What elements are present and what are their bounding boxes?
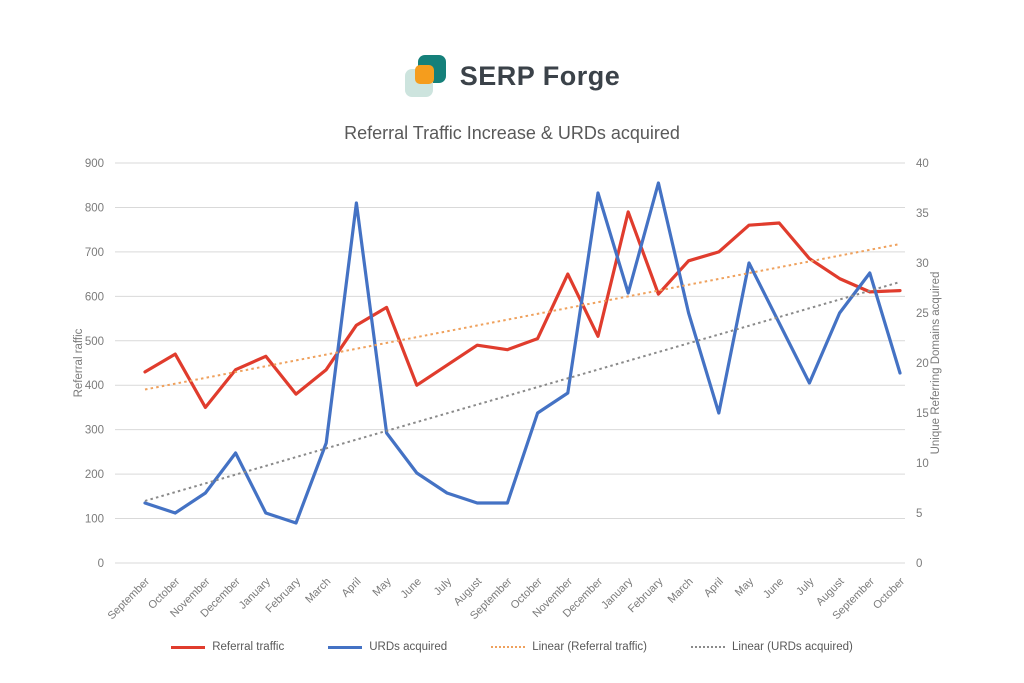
legend-label: Linear (URDs acquired) xyxy=(732,641,853,653)
legend-swatch-urds-acquired xyxy=(328,645,363,649)
series-line-referral-traffic xyxy=(143,210,902,409)
left-axis-tick: 200 xyxy=(85,469,104,481)
left-axis-tick: 700 xyxy=(85,247,104,259)
logo: SERP Forge xyxy=(0,54,1024,98)
series-line-linear-urds-acquired xyxy=(144,281,901,502)
right-axis-tick: 30 xyxy=(916,258,929,270)
legend-item-linear-urds-acquired: Linear (URDs acquired) xyxy=(691,641,853,653)
legend-swatch-linear-referral-traffic xyxy=(491,646,526,648)
right-axis-tick: 20 xyxy=(916,358,929,370)
right-axis-tick: 35 xyxy=(916,208,929,220)
legend-item-urds-acquired: URDs acquired xyxy=(328,641,447,653)
legend-label: Referral traffic xyxy=(212,641,285,653)
left-axis-tick: 400 xyxy=(85,380,104,392)
right-axis-tick: 25 xyxy=(916,308,929,320)
legend-label: Linear (Referral traffic) xyxy=(532,641,648,653)
series-line-urds-acquired xyxy=(143,181,902,525)
legend-item-referral-traffic: Referral traffic xyxy=(171,641,284,653)
legend-label: URDs acquired xyxy=(369,641,448,653)
right-axis-tick: 10 xyxy=(916,458,929,470)
left-axis-tick: 100 xyxy=(85,514,104,526)
legend-swatch-linear-urds-acquired xyxy=(691,646,726,648)
logo-text: SERP Forge xyxy=(459,60,621,91)
x-axis-tick: May xyxy=(371,575,395,599)
chart-legend: Referral traffic URDs acquired Linear (Ref… xyxy=(0,641,1024,653)
right-axis-tick: 15 xyxy=(916,408,929,420)
left-axis-tick: 800 xyxy=(85,202,104,214)
serp-forge-logo-icon xyxy=(404,55,446,97)
x-axis-tick: July xyxy=(432,575,455,598)
left-axis-tick: 300 xyxy=(85,425,104,437)
x-axis-tick: October xyxy=(871,575,907,611)
right-axis-tick: 5 xyxy=(916,508,922,520)
x-axis-tick: April xyxy=(702,576,726,600)
x-axis-tick: June xyxy=(399,576,424,601)
x-axis-tick: April xyxy=(339,576,363,600)
left-axis-tick: 900 xyxy=(85,158,104,170)
left-axis-tick: 600 xyxy=(85,291,104,303)
x-axis-tick: March xyxy=(666,576,696,606)
x-axis-tick: September xyxy=(106,575,153,622)
series-line-linear-referral-traffic xyxy=(144,243,901,391)
left-axis-tick: 0 xyxy=(98,558,104,570)
right-axis-tick: 0 xyxy=(916,558,922,570)
legend-swatch-referral-traffic xyxy=(171,645,206,649)
x-axis-tick: July xyxy=(794,575,817,598)
right-axis-title: Unique Referring Domains acquired xyxy=(930,272,942,455)
x-axis-tick: June xyxy=(761,576,786,601)
x-axis-tick: May xyxy=(733,575,757,599)
left-axis-tick: 500 xyxy=(85,336,104,348)
legend-item-linear-referral-traffic: Linear (Referral traffic) xyxy=(491,641,647,653)
right-axis-tick: 40 xyxy=(916,158,929,170)
x-axis-tick: March xyxy=(303,576,333,606)
left-axis-title: Referral raffic xyxy=(73,328,85,397)
chart-title: Referral Traffic Increase & URDs acquire… xyxy=(344,123,680,143)
